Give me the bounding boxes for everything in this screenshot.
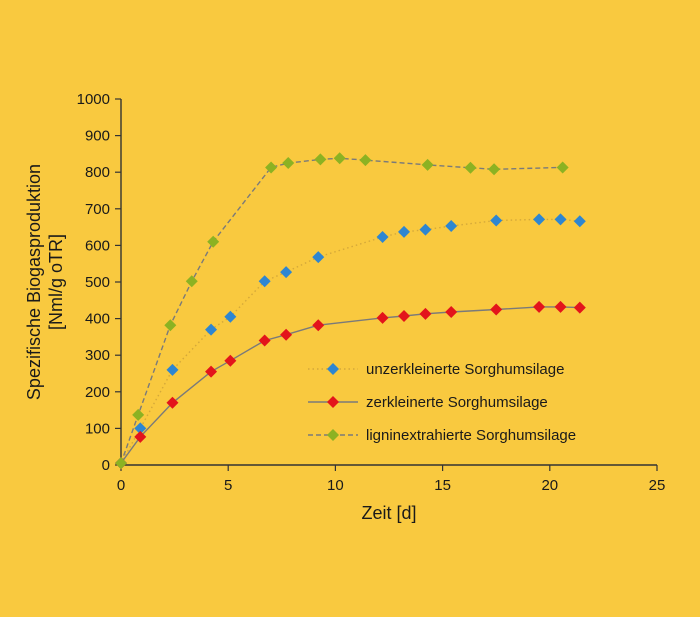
data-point-zerkleinerte	[554, 300, 567, 313]
data-point-ligninextrahierte	[282, 157, 295, 170]
y-tick-label-100: 100	[85, 420, 110, 437]
data-point-unzerkleinerte	[419, 223, 432, 236]
series-line-zerkleinerte	[120, 306, 580, 464]
data-point-zerkleinerte	[312, 319, 325, 332]
y-tick-label-0: 0	[102, 457, 110, 474]
y-tick-label-1000: 1000	[77, 91, 110, 108]
data-point-zerkleinerte	[533, 300, 546, 313]
legend-entry-zerkleinerte: zerkleinerte Sorghumsilage	[308, 394, 548, 411]
data-point-zerkleinerte	[134, 430, 147, 443]
data-point-ligninextrahierte	[132, 408, 145, 421]
legend-label-ligninextrahierte: ligninextrahierte Sorghumsilage	[366, 427, 576, 444]
data-point-unzerkleinerte	[166, 363, 179, 376]
data-point-zerkleinerte	[224, 354, 237, 367]
data-point-zerkleinerte	[398, 310, 411, 323]
data-point-unzerkleinerte	[312, 251, 325, 264]
data-point-unzerkleinerte	[258, 275, 271, 288]
legend-entry-ligninextrahierte: ligninextrahierte Sorghumsilage	[308, 427, 576, 444]
data-point-unzerkleinerte	[445, 220, 458, 233]
y-axis-title-line-1: Spezifische Biogasproduktion	[24, 164, 44, 400]
data-point-zerkleinerte	[490, 303, 503, 316]
data-point-unzerkleinerte	[134, 422, 147, 435]
y-tick-label-300: 300	[85, 347, 110, 364]
data-point-unzerkleinerte	[573, 215, 586, 228]
x-tick-label-25: 25	[649, 477, 666, 494]
data-point-unzerkleinerte	[533, 213, 546, 226]
data-point-unzerkleinerte	[376, 230, 389, 243]
data-point-unzerkleinerte	[398, 225, 411, 238]
data-point-ligninextrahierte	[421, 158, 434, 171]
y-tick-label-600: 600	[85, 237, 110, 254]
legend-marker-unzerkleinerte	[327, 363, 339, 375]
data-point-ligninextrahierte	[556, 161, 569, 174]
series-points	[115, 152, 586, 470]
y-tick-label-400: 400	[85, 311, 110, 328]
data-point-zerkleinerte	[205, 365, 218, 378]
data-point-ligninextrahierte	[333, 152, 346, 165]
x-tick-label-20: 20	[541, 477, 558, 494]
data-point-unzerkleinerte	[554, 213, 567, 226]
data-point-unzerkleinerte	[224, 310, 237, 323]
data-point-unzerkleinerte	[490, 214, 503, 227]
data-point-zerkleinerte	[573, 301, 586, 314]
data-point-unzerkleinerte	[205, 323, 218, 336]
legend-label-unzerkleinerte: unzerkleinerte Sorghumsilage	[366, 361, 564, 378]
y-tick-label-500: 500	[85, 274, 110, 291]
data-point-ligninextrahierte	[207, 235, 220, 248]
data-point-zerkleinerte	[280, 328, 293, 341]
data-point-ligninextrahierte	[265, 161, 278, 174]
legend-label-zerkleinerte: zerkleinerte Sorghumsilage	[366, 394, 548, 411]
x-tick-label-5: 5	[224, 477, 232, 494]
data-point-zerkleinerte	[419, 307, 432, 320]
legend-marker-ligninextrahierte	[327, 429, 339, 441]
series-line-ligninextrahierte	[120, 157, 563, 464]
y-tick-label-900: 900	[85, 128, 110, 145]
tick-labels: 0 100 200 300 400 500 600 700 800 900 1000 0 5 10 15 20…	[77, 91, 666, 494]
y-tick-label-200: 200	[85, 384, 110, 401]
y-axis-title-line-2: [Nml/g oTR]	[46, 234, 66, 330]
data-point-zerkleinerte	[258, 334, 271, 347]
x-axis-title: Zeit [d]	[361, 503, 416, 523]
x-tick-label-0: 0	[117, 477, 125, 494]
data-point-ligninextrahierte	[185, 275, 198, 288]
tick-marks	[115, 98, 658, 471]
data-point-ligninextrahierte	[464, 161, 477, 174]
data-point-ligninextrahierte	[314, 153, 327, 166]
data-point-zerkleinerte	[445, 306, 458, 319]
data-point-unzerkleinerte	[280, 266, 293, 279]
data-point-ligninextrahierte	[488, 163, 501, 176]
legend-entry-unzerkleinerte: unzerkleinerte Sorghumsilage	[308, 361, 564, 378]
series-lines	[120, 157, 580, 464]
data-point-ligninextrahierte	[359, 154, 372, 167]
data-point-zerkleinerte	[376, 311, 389, 324]
x-tick-label-15: 15	[434, 477, 451, 494]
data-point-ligninextrahierte	[115, 457, 127, 470]
x-tick-label-10: 10	[327, 477, 344, 494]
legend: unzerkleinerte Sorghumsilage zerkleinert…	[308, 361, 576, 444]
data-point-zerkleinerte	[166, 396, 179, 409]
legend-marker-zerkleinerte	[327, 396, 339, 408]
y-tick-label-800: 800	[85, 164, 110, 181]
y-tick-label-700: 700	[85, 201, 110, 218]
data-point-ligninextrahierte	[164, 319, 177, 332]
